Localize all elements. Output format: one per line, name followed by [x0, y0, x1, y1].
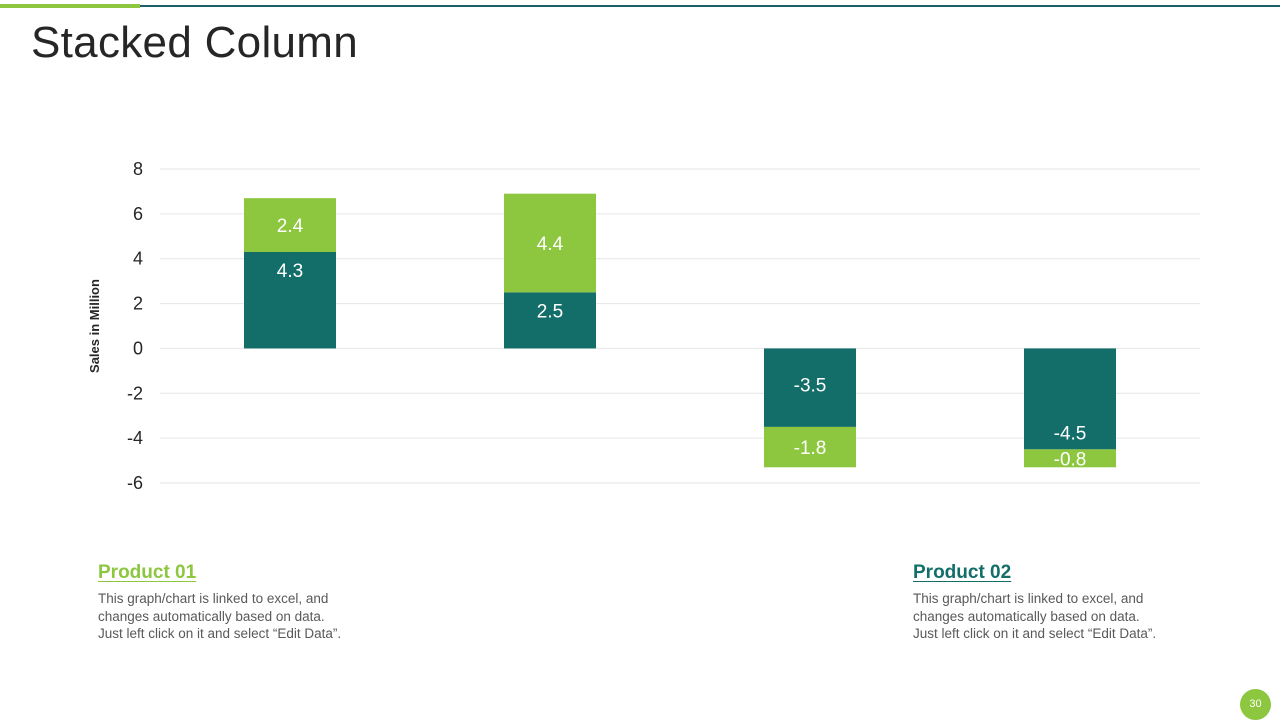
data-label: 4.4 [537, 234, 564, 255]
product-01-description: This graph/chart is linked to excel, and… [98, 590, 428, 643]
slide-number-badge: 30 [1240, 689, 1271, 720]
data-label: 2.4 [277, 216, 304, 237]
header-rule [0, 5, 1280, 7]
data-label: -4.5 [1054, 423, 1087, 444]
data-label: 4.3 [277, 261, 303, 282]
product-01-title: Product 01 [98, 562, 197, 583]
product-02-desc-line-1: This graph/chart is linked to excel, and [913, 591, 1144, 606]
y-tick-label: -6 [127, 473, 143, 493]
bar-product-01 [504, 193, 596, 293]
y-tick-label: 4 [133, 249, 143, 269]
bar-product-02 [1024, 348, 1116, 450]
bar-product-01 [764, 426, 856, 468]
data-label: -1.8 [794, 438, 827, 459]
bar-product-02 [244, 251, 336, 349]
slide-title: Stacked Column [31, 18, 359, 67]
product-02-desc-line-2: changes automatically based on data. [913, 608, 1140, 624]
product-02-block: Product 02 This graph/chart is linked to… [913, 562, 1243, 643]
bar-product-01 [1024, 449, 1116, 468]
bar-product-01 [244, 198, 336, 252]
data-label: 2.5 [537, 301, 563, 322]
product-01-desc-line-1: This graph/chart is linked to excel, and [98, 591, 329, 606]
product-02-title: Product 02 [913, 562, 1012, 583]
data-label: -3.5 [794, 375, 827, 396]
bar-product-02 [504, 292, 596, 349]
bar-product-02 [764, 348, 856, 427]
data-label: -0.8 [1054, 449, 1087, 470]
y-tick-label: 0 [133, 338, 143, 358]
product-01-block: Product 01 This graph/chart is linked to… [98, 562, 428, 643]
y-axis-title: Sales in Million [87, 279, 102, 373]
y-tick-label: 8 [133, 159, 143, 179]
product-01-desc-line-2: changes automatically based on data. [98, 608, 325, 624]
y-tick-label: 2 [133, 294, 143, 314]
product-02-desc-line-3: Just left click on it and select “Edit D… [913, 626, 1157, 641]
y-tick-label: -2 [127, 383, 143, 403]
header-accent-bar [0, 4, 140, 8]
stacked-column-chart[interactable]: 8 6 4 2 0 -2 -4 -6 Sales in Million 4.3 2.4 2.5 4.4 -… [0, 0, 1280, 560]
product-01-desc-line-3: Just left click on it and select “Edit D… [98, 626, 342, 641]
y-tick-label: 6 [133, 204, 143, 224]
product-02-description: This graph/chart is linked to excel, and… [913, 590, 1243, 643]
y-tick-label: -4 [127, 428, 143, 448]
